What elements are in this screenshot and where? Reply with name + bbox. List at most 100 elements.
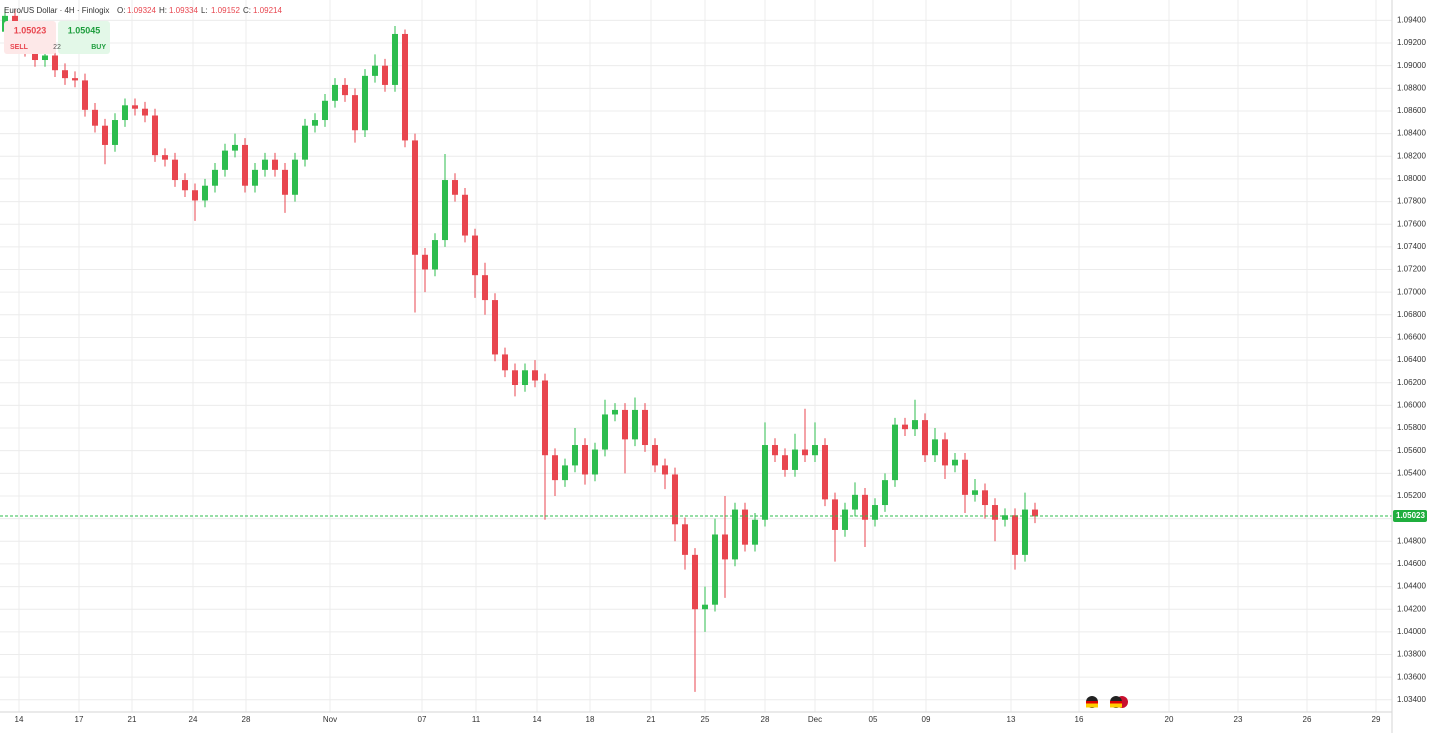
y-tick-label: 1.04400 xyxy=(1397,582,1426,591)
y-tick-label: 1.06200 xyxy=(1397,378,1426,387)
candle-body xyxy=(632,409,638,440)
candle-body xyxy=(322,100,328,121)
candle-body xyxy=(732,509,738,560)
y-tick-label: 1.04000 xyxy=(1397,627,1426,636)
candle-body xyxy=(892,424,898,481)
x-tick-label: 20 xyxy=(1165,715,1174,724)
candle-body xyxy=(362,75,368,131)
candle-body xyxy=(262,159,268,170)
candle-body xyxy=(232,144,238,151)
flag-stripe xyxy=(1086,701,1098,704)
candle-body xyxy=(1022,509,1028,555)
candle-body xyxy=(282,169,288,195)
ohlc-label: C: xyxy=(243,6,251,15)
axes: 1.03400 1.03600 1.03800 1.04000 1.04200 1.044… xyxy=(15,15,1427,724)
y-tick-label: 1.06400 xyxy=(1397,355,1426,364)
event-flags[interactable] xyxy=(1086,696,1128,708)
candle-body xyxy=(982,490,988,506)
y-tick-label: 1.03600 xyxy=(1397,672,1426,681)
y-tick-label: 1.04600 xyxy=(1397,559,1426,568)
candle-body xyxy=(702,604,708,610)
x-tick-label: 13 xyxy=(1007,715,1016,724)
y-tick-label: 1.09200 xyxy=(1397,38,1426,47)
candle-body xyxy=(292,159,298,195)
candle-body xyxy=(372,65,378,76)
x-tick-label: 25 xyxy=(701,715,710,724)
y-tick-label: 1.07800 xyxy=(1397,197,1426,206)
last-price-badge xyxy=(1393,510,1427,523)
x-tick-label: 09 xyxy=(922,715,931,724)
y-tick-label: 1.05200 xyxy=(1397,491,1426,500)
candle-body xyxy=(132,105,138,109)
candle-body xyxy=(452,180,458,195)
candle-body xyxy=(802,449,808,456)
candle-body xyxy=(512,370,518,386)
x-tick-label: 17 xyxy=(75,715,84,724)
candle-body xyxy=(212,169,218,186)
flag-stripe xyxy=(1110,703,1122,708)
y-tick-label: 1.07400 xyxy=(1397,242,1426,251)
candle-body xyxy=(742,509,748,545)
candle-body xyxy=(182,180,188,191)
candle-body xyxy=(32,49,38,61)
grid xyxy=(0,0,1392,712)
x-tick-label: 29 xyxy=(1372,715,1381,724)
candle-body xyxy=(422,254,428,270)
x-tick-label: 21 xyxy=(647,715,656,724)
candle-body xyxy=(342,84,348,96)
overlay: Euro/US Dollar · 4H · Finlogix O: 1.09324… xyxy=(4,6,1128,708)
chart-title: Euro/US Dollar · 4H · Finlogix xyxy=(4,6,109,15)
y-tick-label: 1.06600 xyxy=(1397,333,1426,342)
x-tick-label: 28 xyxy=(242,715,251,724)
y-tick-label: 1.08800 xyxy=(1397,83,1426,92)
candle-body xyxy=(542,380,548,456)
x-tick-label: 28 xyxy=(761,715,770,724)
candle-body xyxy=(622,409,628,440)
candle-body xyxy=(992,505,998,520)
candle-body xyxy=(872,505,878,520)
candle-body xyxy=(1032,509,1038,517)
y-tick-label: 1.05800 xyxy=(1397,423,1426,432)
sell-button[interactable] xyxy=(4,21,56,54)
candle-body xyxy=(312,120,318,126)
candle-body xyxy=(612,409,618,415)
candle-body xyxy=(762,445,768,520)
candle-body xyxy=(412,140,418,255)
y-tick-label: 1.07200 xyxy=(1397,265,1426,274)
candle-body xyxy=(62,70,68,79)
y-tick-label: 1.08200 xyxy=(1397,151,1426,160)
ohlc-value: 1.09334 xyxy=(169,6,198,15)
candle-body xyxy=(502,354,508,371)
buy-button[interactable] xyxy=(58,21,110,54)
candle-body xyxy=(162,155,168,160)
candle-body xyxy=(712,534,718,605)
candle-body xyxy=(192,190,198,201)
candle-body xyxy=(682,524,688,555)
candle-body xyxy=(402,33,408,141)
y-tick-label: 1.06000 xyxy=(1397,401,1426,410)
ohlc-value: 1.09324 xyxy=(127,6,156,15)
x-tick-label: 16 xyxy=(1075,715,1084,724)
candle-body xyxy=(172,159,178,181)
candle-body xyxy=(112,120,118,145)
y-tick-label: 1.08400 xyxy=(1397,129,1426,138)
candle-body xyxy=(72,78,78,81)
y-tick-label: 1.05600 xyxy=(1397,446,1426,455)
candle-body xyxy=(752,519,758,545)
candle-body xyxy=(882,480,888,506)
y-tick-label: 1.06800 xyxy=(1397,310,1426,319)
y-tick-label: 1.09400 xyxy=(1397,15,1426,24)
spread: 22 xyxy=(53,44,61,51)
y-tick-label: 1.09000 xyxy=(1397,61,1426,70)
y-tick-label: 1.07600 xyxy=(1397,219,1426,228)
ohlc-label: O: xyxy=(117,6,125,15)
flag-stripe xyxy=(1110,701,1122,704)
candle-body xyxy=(842,509,848,530)
y-tick-label: 1.05400 xyxy=(1397,468,1426,477)
x-tick-label: 26 xyxy=(1303,715,1312,724)
candle-body xyxy=(272,159,278,170)
candle-body xyxy=(652,445,658,466)
